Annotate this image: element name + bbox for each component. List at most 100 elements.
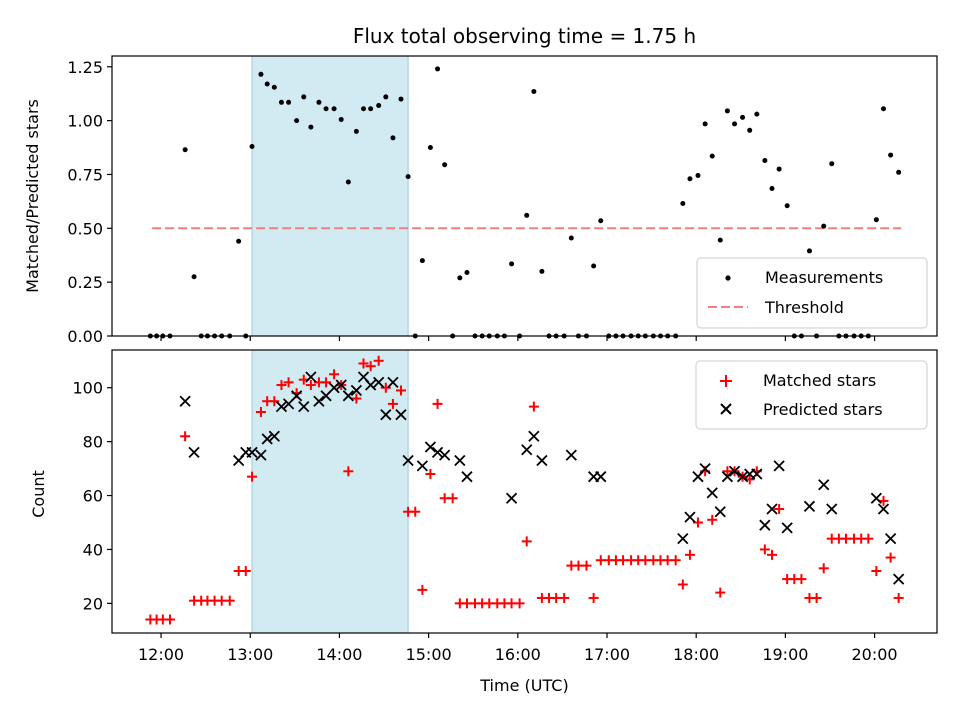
measurement-point xyxy=(539,268,545,274)
predicted-star-point xyxy=(328,382,340,394)
measurement-point xyxy=(419,258,425,264)
measurement-point xyxy=(702,121,708,127)
measurement-point xyxy=(524,212,530,218)
matched-star-point xyxy=(269,396,280,407)
measurement-point xyxy=(509,261,515,267)
measurement-point xyxy=(769,185,775,191)
predicted-star-point xyxy=(759,519,771,531)
measurement-point xyxy=(258,71,264,77)
matched-star-point xyxy=(380,382,391,393)
y-tick-label: 0.00 xyxy=(67,327,103,346)
matched-star-point xyxy=(373,355,384,366)
y-tick-label: 100 xyxy=(72,379,103,398)
y-tick-label: 0.75 xyxy=(67,165,103,184)
predicted-star-point xyxy=(380,409,392,421)
matched-star-point xyxy=(395,385,406,396)
legend-matched-marker xyxy=(720,375,732,387)
x-tick-label: 15:00 xyxy=(406,645,452,664)
measurement-point xyxy=(368,106,374,112)
predicted-star-point xyxy=(699,462,711,475)
bottom-y-axis-label: Count xyxy=(29,470,48,518)
predicted-star-point xyxy=(431,446,444,459)
chart-title: Flux total observing time = 1.75 h xyxy=(353,24,696,48)
measurement-point xyxy=(747,127,753,133)
legend-measurements-marker xyxy=(725,275,731,281)
matched-star-point xyxy=(774,504,785,515)
bottom-axes-frame xyxy=(111,349,938,634)
predicted-star-point xyxy=(246,446,258,459)
matched-star-point xyxy=(240,566,251,577)
measurement-point xyxy=(687,176,693,182)
top-x-ticks xyxy=(160,336,876,341)
predicted-star-point xyxy=(255,449,267,461)
predicted-star-point xyxy=(595,471,607,483)
predicted-star-point xyxy=(714,506,726,518)
measurement-point xyxy=(316,99,322,105)
predicted-star-point xyxy=(305,371,317,383)
predicted-star-point xyxy=(313,395,325,407)
matched-star-point xyxy=(351,393,362,404)
matched-star-point xyxy=(305,380,316,391)
measurement-point xyxy=(531,89,537,95)
predicted-star-point xyxy=(365,379,377,391)
matched-star-point xyxy=(759,544,770,555)
measurement-point xyxy=(398,96,404,102)
matched-star-point xyxy=(588,592,599,603)
predicted-star-point xyxy=(877,503,890,515)
measurement-point xyxy=(896,169,902,175)
shaded-region xyxy=(251,55,409,337)
measurement-point xyxy=(361,106,367,112)
matched-star-point xyxy=(283,377,294,388)
predicted-star-point xyxy=(773,460,785,472)
y-tick-label: 1.00 xyxy=(67,112,103,131)
x-tick-label: 14:00 xyxy=(316,645,362,664)
x-tick-label: 12:00 xyxy=(138,645,184,664)
matched-star-point xyxy=(514,598,525,609)
predicted-star-point xyxy=(275,400,288,413)
predicted-star-point xyxy=(424,441,437,453)
matched-star-point xyxy=(224,595,235,606)
measurement-point xyxy=(435,66,441,72)
predicted-star-point xyxy=(261,433,273,445)
measurement-point xyxy=(762,157,768,163)
measurement-point xyxy=(182,147,188,153)
predicted-star-point xyxy=(350,384,363,397)
matched-star-point xyxy=(358,358,369,369)
measurement-point xyxy=(829,161,835,167)
predicted-star-point xyxy=(728,465,741,477)
matched-star-point xyxy=(811,592,822,603)
predicted-star-point xyxy=(870,492,882,504)
measurement-point xyxy=(591,263,597,269)
predicted-star-point xyxy=(565,449,577,461)
measurement-point xyxy=(405,174,411,180)
predicted-star-point xyxy=(521,444,533,456)
measurement-point xyxy=(680,201,686,207)
predicted-star-point xyxy=(736,471,749,483)
predicted-star-point xyxy=(884,533,897,545)
measurement-point xyxy=(294,118,300,124)
y-tick-label: 20 xyxy=(83,594,103,613)
observing-window-shade-bottom xyxy=(251,349,409,634)
predicted-star-point xyxy=(505,492,518,504)
matched-star-point xyxy=(387,398,398,409)
measurement-point xyxy=(709,153,715,159)
predicted-star-point xyxy=(706,487,718,499)
matched-star-point xyxy=(343,466,354,477)
measurement-point xyxy=(732,121,738,127)
legend-threshold-label: Threshold xyxy=(764,298,844,317)
bottom-y-ticks: 20 40 60 80 100 xyxy=(72,379,112,613)
measurement-point xyxy=(278,99,284,105)
legend-measurements-label: Measurements xyxy=(765,268,883,287)
ratio-panel: Flux total observing time = 1.75 h 0.00 0… xyxy=(23,24,938,346)
measurement-point xyxy=(236,238,242,244)
measurement-point xyxy=(442,162,448,168)
measurement-point xyxy=(301,94,307,100)
predicted-star-point xyxy=(387,376,399,388)
matched-star-point xyxy=(164,614,175,625)
matched-star-point xyxy=(528,401,539,412)
measurement-point xyxy=(806,248,812,254)
measurement-point xyxy=(390,135,396,141)
x-tick-label: 13:00 xyxy=(227,645,273,664)
